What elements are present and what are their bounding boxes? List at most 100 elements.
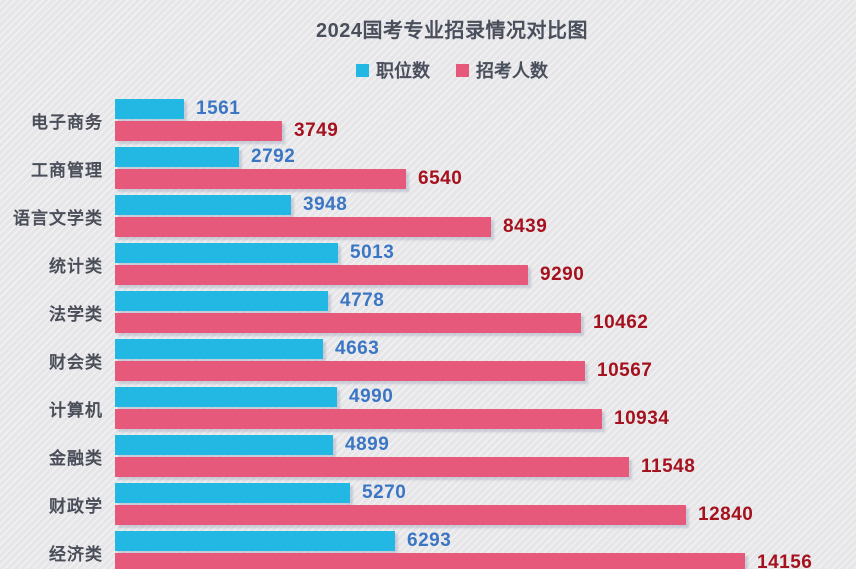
recruits-bar-line: 6540 [115, 168, 856, 189]
recruits-value-label: 12840 [698, 504, 754, 525]
bar-row: 统计类 5013 9290 [0, 242, 856, 285]
positions-value-label: 5013 [350, 242, 395, 263]
category-label: 财会类 [49, 352, 103, 372]
bar-row: 金融类 4899 11548 [0, 434, 856, 477]
legend-label-recruits: 招考人数 [476, 61, 548, 81]
category-label: 工商管理 [31, 160, 103, 180]
positions-value-label: 2792 [251, 146, 296, 167]
bar-group: 4899 11548 [115, 434, 856, 477]
recruits-value-label: 6540 [418, 168, 463, 189]
recruits-value-label: 10934 [614, 408, 670, 429]
recruits-value-label: 10462 [593, 312, 649, 333]
bar-row: 电子商务 1561 3749 [0, 98, 856, 141]
recruits-bar [115, 313, 581, 333]
positions-legend-swatch-icon [356, 63, 369, 77]
recruits-bar [115, 169, 406, 189]
chart-title: 2024国考专业招录情况对比图 [316, 20, 588, 42]
positions-bar-line: 4778 [115, 290, 856, 311]
recruits-bar-line: 10934 [115, 408, 856, 429]
bar-row: 财会类 4663 10567 [0, 338, 856, 381]
positions-value-label: 4899 [345, 434, 390, 455]
recruits-bar-line: 11548 [115, 456, 856, 477]
category-label: 金融类 [49, 448, 103, 468]
positions-value-label: 6293 [407, 530, 452, 551]
positions-bar-line: 5013 [115, 242, 856, 263]
recruits-bar-line: 12840 [115, 504, 856, 525]
positions-bar [115, 99, 184, 119]
recruits-bar [115, 553, 745, 569]
bar-group: 2792 6540 [115, 146, 856, 189]
legend-item-recruits: 招考人数 [456, 57, 548, 83]
category-label: 经济类 [49, 544, 103, 564]
positions-bar-line: 2792 [115, 146, 856, 167]
category-label: 统计类 [49, 256, 103, 276]
positions-value-label: 4990 [349, 386, 394, 407]
positions-bar [115, 387, 337, 407]
recruits-value-label: 3749 [294, 120, 339, 141]
bar-group: 1561 3749 [115, 98, 856, 141]
positions-bar-line: 4899 [115, 434, 856, 455]
bar-row: 经济类 6293 14156 [0, 530, 856, 569]
recruits-value-label: 8439 [503, 216, 548, 237]
recruits-bar-line: 10462 [115, 312, 856, 333]
recruits-bar [115, 457, 629, 477]
category-label: 财政学 [49, 496, 103, 516]
bar-row: 工商管理 2792 6540 [0, 146, 856, 189]
recruits-bar [115, 121, 282, 141]
positions-value-label: 4663 [335, 338, 380, 359]
positions-bar [115, 147, 239, 167]
recruits-bar-line: 14156 [115, 552, 856, 569]
positions-bar [115, 195, 291, 215]
positions-bar [115, 483, 350, 503]
recruits-legend-swatch-icon [456, 63, 469, 77]
legend: 职位数 招考人数 [24, 57, 856, 83]
bar-group: 4990 10934 [115, 386, 856, 429]
bar-row: 语言文学类 3948 8439 [0, 194, 856, 237]
positions-bar-line: 6293 [115, 530, 856, 551]
recruits-value-label: 10567 [597, 360, 653, 381]
recruits-bar [115, 361, 585, 381]
positions-bar [115, 243, 338, 263]
positions-bar-line: 3948 [115, 194, 856, 215]
category-label: 语言文学类 [13, 208, 103, 228]
positions-value-label: 5270 [362, 482, 407, 503]
bar-group: 4778 10462 [115, 290, 856, 333]
legend-item-positions: 职位数 [356, 57, 430, 83]
bar-group: 4663 10567 [115, 338, 856, 381]
bar-row: 法学类 4778 10462 [0, 290, 856, 333]
recruits-value-label: 9290 [540, 264, 585, 285]
positions-bar [115, 435, 333, 455]
category-label: 电子商务 [31, 112, 103, 132]
category-label: 法学类 [49, 304, 103, 324]
recruits-bar-line: 8439 [115, 216, 856, 237]
recruits-bar [115, 505, 686, 525]
recruits-bar [115, 217, 491, 237]
recruits-value-label: 14156 [757, 552, 813, 569]
positions-bar-line: 5270 [115, 482, 856, 503]
positions-bar-line: 4663 [115, 338, 856, 359]
recruits-bar-line: 3749 [115, 120, 856, 141]
recruits-bar [115, 265, 528, 285]
positions-value-label: 4778 [340, 290, 385, 311]
recruits-bar-line: 9290 [115, 264, 856, 285]
positions-bar [115, 531, 395, 551]
positions-bar [115, 339, 323, 359]
recruits-bar [115, 409, 602, 429]
recruits-bar-line: 10567 [115, 360, 856, 381]
bar-row: 计算机 4990 10934 [0, 386, 856, 429]
bar-group: 3948 8439 [115, 194, 856, 237]
positions-bar-line: 4990 [115, 386, 856, 407]
bar-row: 财政学 5270 12840 [0, 482, 856, 525]
recruits-value-label: 11548 [641, 456, 696, 477]
category-label: 计算机 [49, 400, 103, 420]
bar-group: 5270 12840 [115, 482, 856, 525]
positions-bar-line: 1561 [115, 98, 856, 119]
legend-label-positions: 职位数 [376, 61, 430, 81]
positions-value-label: 1561 [196, 98, 241, 119]
bar-rows: 电子商务 1561 3749 工商管理 2792 6540 语言文学 [0, 98, 856, 569]
positions-value-label: 3948 [303, 194, 348, 215]
bar-group: 6293 14156 [115, 530, 856, 569]
bar-group: 5013 9290 [115, 242, 856, 285]
positions-bar [115, 291, 328, 311]
